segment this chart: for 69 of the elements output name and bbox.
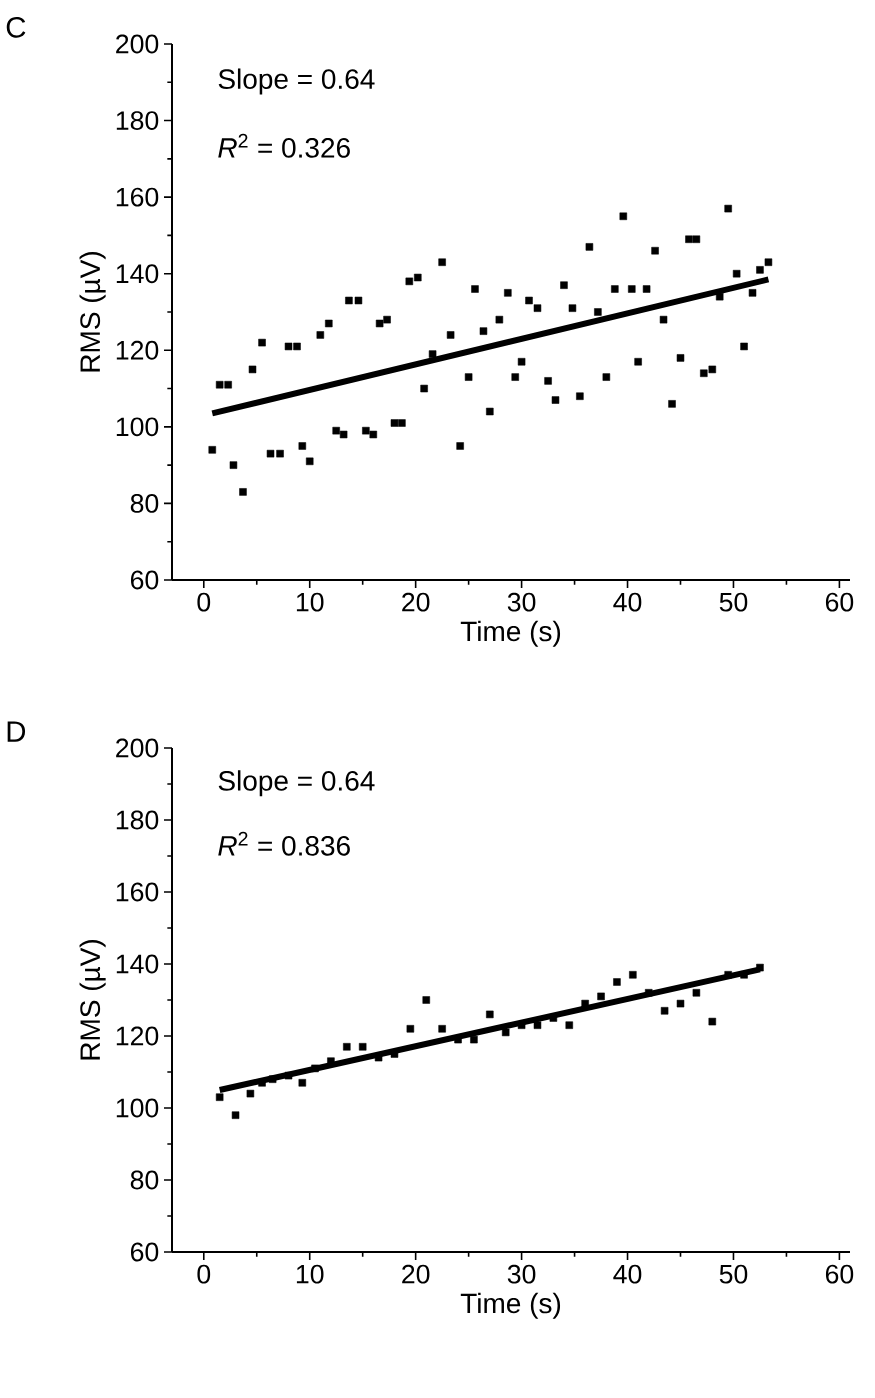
point [470,1035,478,1044]
x-tick-label: 30 [507,1264,536,1284]
y-tick-label: 100 [116,1098,159,1118]
point [422,996,430,1004]
point [358,1043,367,1051]
y-tick-label: 200 [116,738,159,758]
point [246,1089,255,1098]
annotation: R$^{2}$ = 0.836 [218,831,350,856]
point [298,1079,307,1087]
y-tick-label: 120 [116,1026,159,1046]
y-tick-label: 60 [130,1242,159,1262]
x-tick-label: 30 [507,592,536,612]
y-tick-label: 160 [116,187,159,207]
x-tick-label: 0 [197,592,211,612]
x-axis-title: Time (s) [460,1292,561,1319]
point [533,1021,542,1029]
point [644,989,653,997]
point [311,1064,319,1073]
x-tick-label: 20 [402,592,430,612]
point [676,999,685,1008]
x-tick-label: 60 [825,1264,854,1284]
annotation: R$^{2}$ = 0.326 [218,133,350,158]
x-tick-label: 10 [296,592,324,612]
y-tick-label: 200 [116,34,159,54]
y-axis-title: RMS (µV) [79,940,106,1060]
y-tick-label: 80 [130,493,159,513]
point [724,971,732,979]
point [486,1010,494,1019]
point [501,1028,510,1037]
point [565,1021,573,1029]
point [660,1007,669,1015]
y-tick-label: 160 [116,882,159,902]
x-tick-label: 50 [719,1264,748,1284]
y-tick-label: 100 [116,417,159,437]
y-tick-label: 140 [116,264,159,284]
chart-title: C [6,16,26,38]
point [438,1025,446,1033]
point [708,1017,717,1026]
x-tick-label: 20 [402,1264,430,1284]
point [231,1111,240,1119]
x-axis-title: Time (s) [460,620,561,647]
point [613,978,621,986]
x-tick-label: 40 [613,1264,642,1284]
x-tick-label: 60 [825,592,854,612]
x-tick-label: 10 [296,1264,324,1284]
point [756,963,764,972]
point [406,1025,415,1033]
y-tick-label: 140 [116,954,159,974]
point [629,971,637,979]
point [215,1093,224,1101]
point [268,1075,277,1083]
x-tick-label: 0 [197,1264,211,1284]
x-tick-label: 40 [613,592,642,612]
point [581,999,589,1008]
y-tick-label: 120 [116,340,159,360]
y-tick-label: 180 [116,810,159,830]
point [343,1043,351,1051]
point [597,992,605,1001]
annotation: Slope = 0.64 [218,68,375,95]
point [740,971,748,979]
point [284,1071,293,1080]
y-tick-label: 60 [130,570,159,590]
annotation: Slope = 0.64 [218,770,375,797]
x-tick-label: 50 [719,592,748,612]
chart-title: D [7,721,26,742]
y-axis-title: RMS (µV) [79,252,106,372]
y-tick-label: 180 [116,111,159,130]
point [692,989,701,997]
y-tick-label: 80 [130,1170,159,1190]
